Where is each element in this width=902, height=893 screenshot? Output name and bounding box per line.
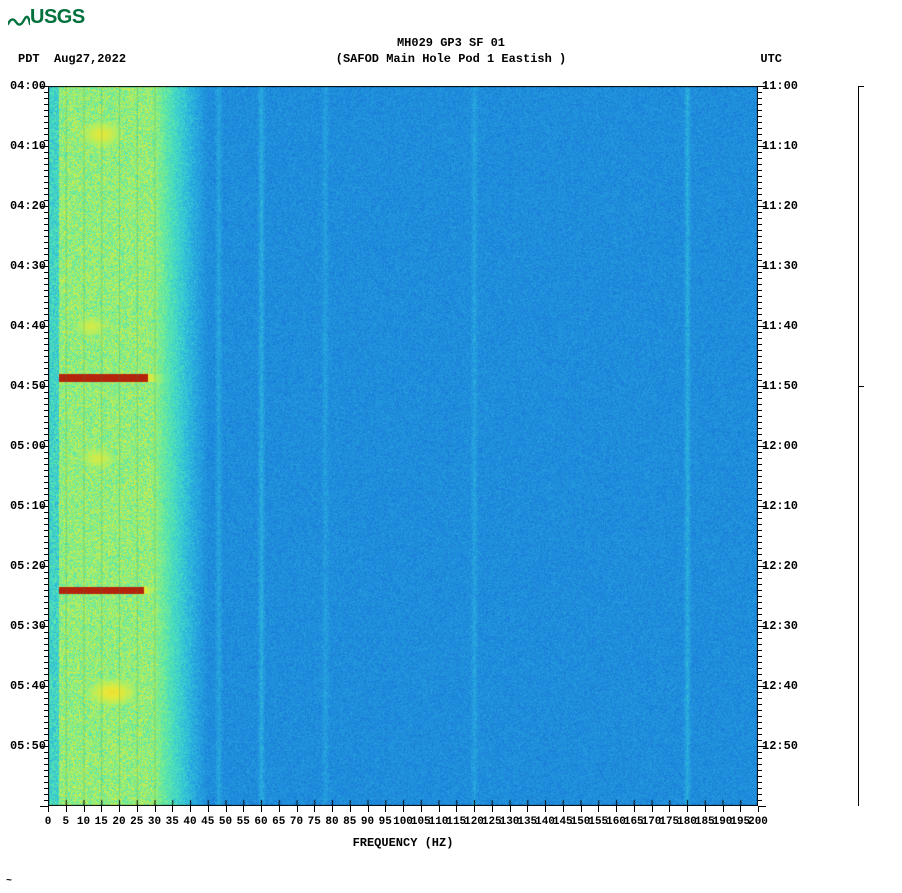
x-tick-label: 90 <box>361 816 374 828</box>
y-tick-right: 11:20 <box>762 199 798 213</box>
x-axis-ticks: 0510152025303540455055606570758085909510… <box>48 806 758 836</box>
left-tz: PDT <box>18 52 40 66</box>
x-tick-label: 5 <box>62 816 69 828</box>
x-tick-label: 0 <box>45 816 52 828</box>
y-tick-left: 04:30 <box>10 259 46 273</box>
x-tick-label: 60 <box>254 816 267 828</box>
x-tick-label: 200 <box>748 816 768 828</box>
y-tick-left: 04:50 <box>10 379 46 393</box>
x-tick-label: 55 <box>237 816 250 828</box>
side-scale-bar <box>858 86 859 806</box>
y-tick-left: 05:20 <box>10 559 46 573</box>
x-tick-label: 95 <box>379 816 392 828</box>
y-tick-left: 04:10 <box>10 139 46 153</box>
y-tick-left: 05:30 <box>10 619 46 633</box>
title-line-1: MH029 GP3 SF 01 <box>0 36 902 52</box>
y-tick-left: 04:20 <box>10 199 46 213</box>
y-tick-right: 11:40 <box>762 319 798 333</box>
header-right-tz: UTC <box>760 52 782 66</box>
y-axis-left-pdt: 04:0004:1004:2004:3004:4004:5005:0005:10… <box>10 86 48 806</box>
usgs-logo: USGS <box>8 6 85 29</box>
x-tick-label: 30 <box>148 816 161 828</box>
y-tick-right: 11:10 <box>762 139 798 153</box>
x-tick-label: 80 <box>325 816 338 828</box>
x-tick-label: 20 <box>112 816 125 828</box>
x-axis-label: FREQUENCY (HZ) <box>48 836 758 850</box>
y-tick-left: 05:40 <box>10 679 46 693</box>
y-tick-right: 12:50 <box>762 739 798 753</box>
y-tick-right: 12:40 <box>762 679 798 693</box>
x-tick-label: 40 <box>183 816 196 828</box>
y-tick-right: 11:50 <box>762 379 798 393</box>
usgs-wave-icon <box>8 11 30 25</box>
side-mark-top <box>858 86 864 87</box>
x-tick-label: 10 <box>77 816 90 828</box>
x-tick-label: 75 <box>308 816 321 828</box>
x-tick-label: 35 <box>166 816 179 828</box>
y-tick-left: 04:40 <box>10 319 46 333</box>
side-mark-mid <box>858 386 864 387</box>
x-tick-label: 50 <box>219 816 232 828</box>
x-tick-label: 85 <box>343 816 356 828</box>
y-tick-right: 12:30 <box>762 619 798 633</box>
y-tick-right: 12:10 <box>762 499 798 513</box>
x-tick-label: 45 <box>201 816 214 828</box>
y-axis-right-utc: 11:0011:1011:2011:3011:4011:5012:0012:10… <box>760 86 806 806</box>
y-tick-left: 05:00 <box>10 439 46 453</box>
y-tick-left: 05:50 <box>10 739 46 753</box>
y-tick-left: 04:00 <box>10 79 46 93</box>
usgs-logo-text: USGS <box>30 6 85 28</box>
y-tick-left: 05:10 <box>10 499 46 513</box>
y-tick-right: 12:00 <box>762 439 798 453</box>
x-tick-label: 25 <box>130 816 143 828</box>
x-tick-label: 65 <box>272 816 285 828</box>
header-date: Aug27,2022 <box>54 52 126 66</box>
y-tick-right: 11:30 <box>762 259 798 273</box>
y-tick-right: 12:20 <box>762 559 798 573</box>
corner-mark: ~ <box>6 876 12 887</box>
x-tick-label: 70 <box>290 816 303 828</box>
x-tick-label: 15 <box>95 816 108 828</box>
spectrogram-plot <box>48 86 758 806</box>
spectrogram-canvas <box>48 86 758 806</box>
y-tick-right: 11:00 <box>762 79 798 93</box>
header-left: PDT Aug27,2022 <box>18 52 126 66</box>
